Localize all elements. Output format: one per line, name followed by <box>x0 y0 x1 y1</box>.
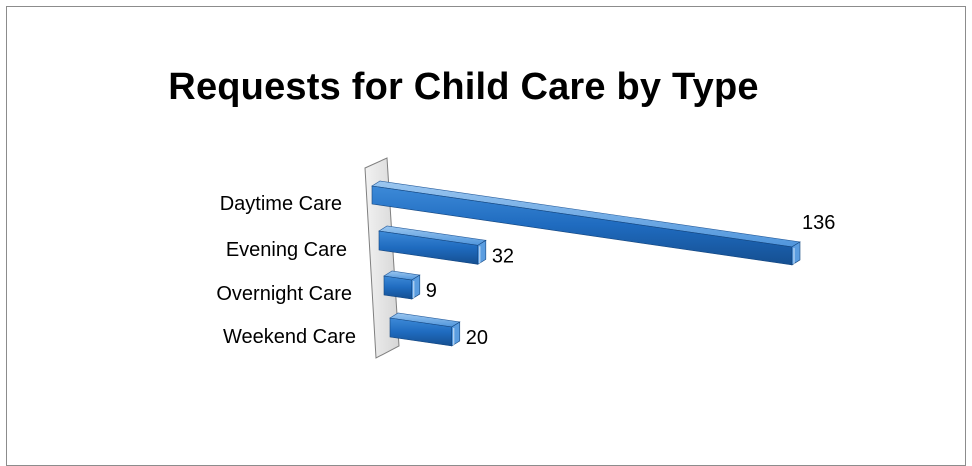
category-label: Weekend Care <box>223 326 356 348</box>
bar-evening-care <box>378 225 487 265</box>
category-label: Daytime Care <box>220 193 342 215</box>
bar-weekend-care <box>389 312 461 347</box>
value-label: 20 <box>466 327 488 349</box>
bar-daytime-care <box>371 180 801 266</box>
bar-chart: Daytime Care 136 Evening Care 32 Overnight C… <box>216 157 835 359</box>
value-label: 136 <box>802 212 835 234</box>
chart-frame <box>6 6 966 466</box>
chart-axis-wall <box>364 157 400 359</box>
value-label: 32 <box>492 245 514 267</box>
bar-overnight-care <box>383 270 421 300</box>
value-label: 9 <box>426 280 437 302</box>
chart-title: Requests for Child Care by Type <box>168 66 759 108</box>
category-label: Evening Care <box>226 239 347 261</box>
category-label: Overnight Care <box>216 283 352 305</box>
